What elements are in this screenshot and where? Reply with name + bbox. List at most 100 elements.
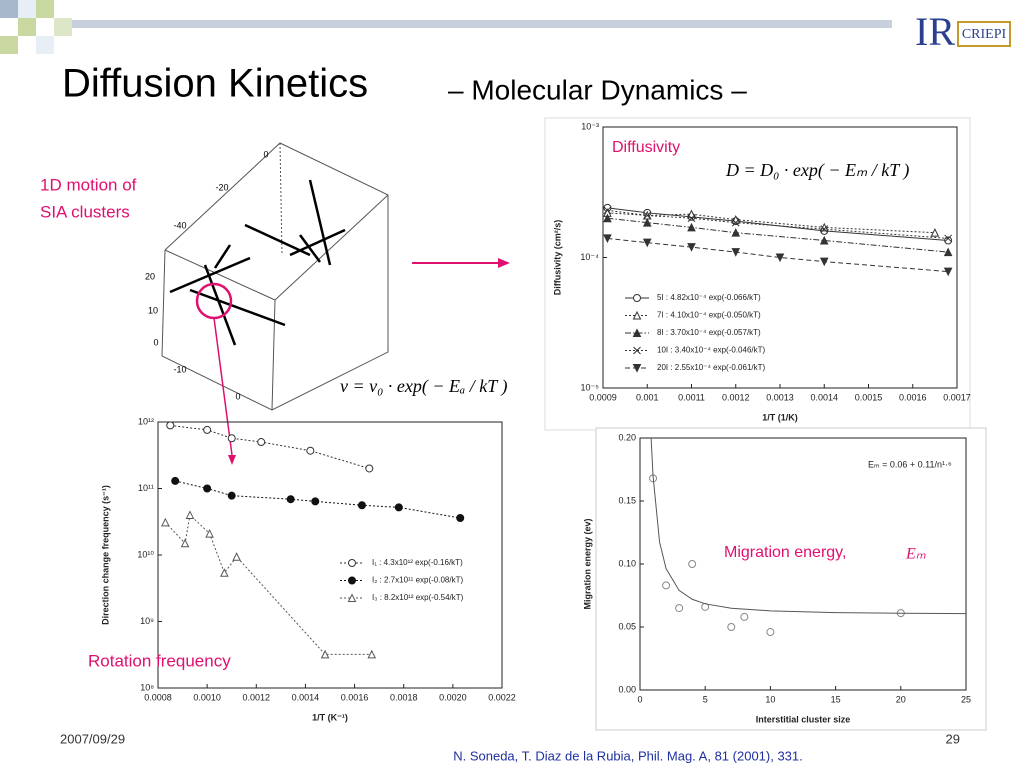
chart: 0.0009 0.001 0.0011 0.0012 0.0013 0.0014 0.001… <box>552 121 970 422</box>
point <box>662 581 671 590</box>
point <box>632 310 642 320</box>
point <box>286 495 295 504</box>
point <box>171 476 180 485</box>
title: Diffusion Kinetics <box>62 62 368 106</box>
legend-label: 8I : 3.70x10⁻⁴ exp(-0.057/kT) <box>657 328 761 337</box>
x-tick-label: 0.0008 <box>144 692 172 702</box>
y-tick-label: 10⁻³ <box>581 121 599 131</box>
point <box>185 510 195 519</box>
point <box>203 484 212 493</box>
x-tick-label: 0.0009 <box>589 392 617 402</box>
arrow-head <box>498 258 510 268</box>
y-tick-label: 10⁸ <box>140 682 154 692</box>
x-axis-label: 1/T (K⁻¹) <box>312 712 348 722</box>
point <box>688 560 697 568</box>
series-line <box>607 217 949 253</box>
y-axis-label: Diffusivity (cm²/s) <box>552 220 562 296</box>
plot-3d <box>161 142 389 411</box>
point <box>347 593 357 602</box>
x-tick-label: 0.0010 <box>193 692 221 702</box>
legend-label: 7I : 4.10x10⁻⁴ exp(-0.050/kT) <box>657 311 761 320</box>
point <box>643 211 652 220</box>
point <box>944 234 953 243</box>
point <box>227 491 236 500</box>
annotation: Diffusivity <box>612 139 680 156</box>
annotation: Eₘ = 0.06 + 0.11/n¹·⁶ <box>868 459 952 469</box>
footer-date: 2007/09/29 <box>60 731 125 746</box>
tick-label: 10 <box>148 305 158 315</box>
point <box>603 213 612 223</box>
x-tick-label: 0.0020 <box>439 692 467 702</box>
x-tick-label: 0.0012 <box>243 692 271 702</box>
x-tick-label: 25 <box>961 694 971 704</box>
x-tick-label: 20 <box>896 694 906 704</box>
point <box>731 228 741 237</box>
y-tick-label: 0.15 <box>618 495 636 505</box>
legend-label: 20I : 2.55x10⁻⁴ exp(-0.061/kT) <box>657 363 765 372</box>
annotation: 1D motion of <box>40 175 137 194</box>
point <box>687 222 696 232</box>
point <box>731 248 741 257</box>
point <box>232 552 241 561</box>
y-tick-label: 0.00 <box>618 684 636 694</box>
point <box>306 446 315 455</box>
point <box>357 501 366 510</box>
y-tick-label: 0.20 <box>618 432 636 442</box>
x-tick-label: 10 <box>765 694 775 704</box>
x-axis-label: Interstitial cluster size <box>756 714 851 724</box>
point <box>943 247 953 257</box>
series-line <box>175 480 461 519</box>
series-line <box>165 513 372 655</box>
x-tick-label: 0.0013 <box>766 392 794 402</box>
x-tick-label: 0 <box>637 694 642 704</box>
point <box>603 234 612 244</box>
point <box>930 228 940 237</box>
point <box>632 364 642 373</box>
point <box>642 238 652 248</box>
x-tick-label: 0.001 <box>636 392 659 402</box>
point <box>819 235 829 245</box>
point <box>687 243 696 252</box>
point <box>394 503 403 512</box>
point <box>819 257 829 267</box>
chart: 0.0008 0.0010 0.0012 0.0014 0.0016 0.0018 0.00… <box>100 416 515 722</box>
subtitle: – Molecular Dynamics – <box>448 74 747 105</box>
point <box>775 253 785 263</box>
series-line <box>650 437 967 615</box>
series-line <box>607 209 949 239</box>
citation: N. Soneda, T. Diaz de la Rubia, Phil. Ma… <box>453 748 803 763</box>
legend-label: I₃ : 8.2x10¹² exp(-0.54/kT) <box>372 593 464 602</box>
point <box>203 425 212 434</box>
logo-frame <box>957 21 1011 47</box>
x-tick-label: 0.0014 <box>292 692 320 702</box>
x-tick-label: 5 <box>703 694 708 704</box>
point <box>943 267 953 277</box>
x-tick-label: 0.0012 <box>722 392 750 402</box>
tick-label: -10 <box>173 364 186 374</box>
legend-label: 10I : 3.40x10⁻⁴ exp(-0.046/kT) <box>657 346 765 355</box>
point <box>642 218 652 227</box>
point <box>727 623 736 631</box>
point <box>161 517 170 527</box>
plot-frame <box>157 421 503 689</box>
point <box>633 294 641 302</box>
chart: 0 5 10 15 20 25 0.00 0.05 0.10 0.15 0.20 Interstiti… <box>582 432 971 724</box>
point <box>687 214 696 223</box>
panel <box>544 117 971 431</box>
tick-label: 0 <box>235 391 240 401</box>
y-tick-label: 10¹¹ <box>138 483 154 493</box>
point <box>740 612 749 621</box>
point <box>180 538 190 548</box>
plot-3d-ticks: 0 -20 -40 20 10 0 -10 0 <box>145 149 269 401</box>
equation: D = D₀ · exp( − Eₘ / kT ) <box>725 160 909 181</box>
x-tick-label: 0.0018 <box>390 692 418 702</box>
legend-label: I₂ : 2.7x10¹¹ exp(-0.08/kT) <box>372 576 463 585</box>
point <box>675 604 684 613</box>
x-tick-label: 0.0014 <box>810 392 838 402</box>
footer-page: 29 <box>946 731 960 746</box>
y-tick-label: 10¹⁰ <box>137 549 154 559</box>
x-tick-label: 15 <box>831 694 841 704</box>
point <box>820 225 829 233</box>
point <box>633 346 641 355</box>
